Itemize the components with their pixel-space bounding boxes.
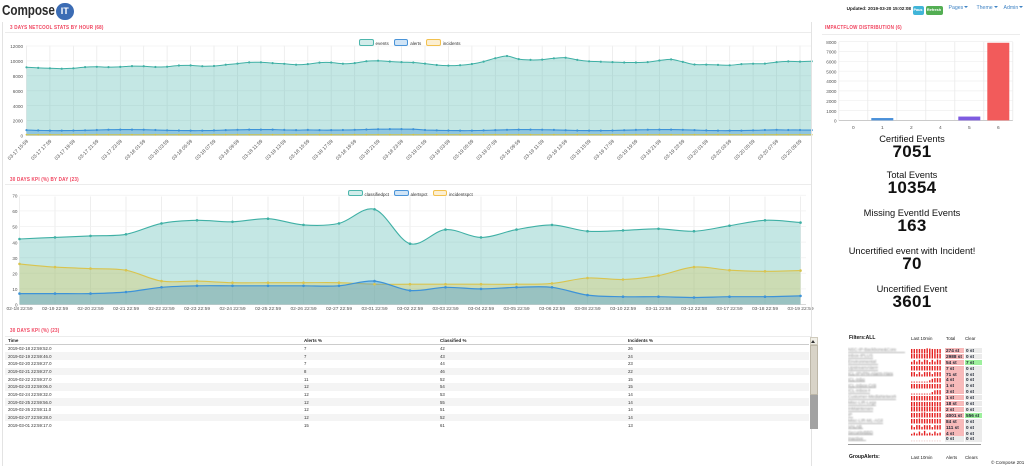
svg-text:03-17 15:59: 03-17 15:59: [7, 139, 30, 162]
svg-text:03-20 09:59: 03-20 09:59: [780, 139, 803, 162]
svg-text:03-19 21:59: 03-19 21:59: [640, 139, 663, 162]
svg-text:5: 5: [968, 125, 971, 131]
svg-text:6: 6: [997, 125, 1000, 131]
svg-text:4000: 4000: [826, 79, 837, 84]
svg-text:03-04 22:59: 03-04 22:59: [468, 306, 494, 312]
svg-text:1: 1: [881, 125, 884, 131]
svg-text:0: 0: [834, 119, 837, 124]
svg-text:03-17 17:59: 03-17 17:59: [30, 139, 53, 162]
svg-text:03-02 22:59: 03-02 22:59: [397, 306, 423, 312]
svg-text:03-18 22:59: 03-18 22:59: [752, 306, 778, 312]
svg-text:6000: 6000: [13, 89, 24, 94]
svg-text:02-18 22:59: 02-18 22:59: [6, 306, 32, 312]
svg-text:03-20 03:59: 03-20 03:59: [710, 139, 733, 162]
svg-text:03-05 22:59: 03-05 22:59: [503, 306, 529, 312]
svg-text:03-17 22:59: 03-17 22:59: [716, 306, 742, 312]
svg-text:02-23 22:59: 02-23 22:59: [184, 306, 210, 312]
svg-text:03-18 21:59: 03-18 21:59: [358, 139, 381, 162]
svg-text:4000: 4000: [13, 104, 24, 109]
svg-text:20: 20: [12, 272, 18, 277]
svg-text:03-19 09:59: 03-19 09:59: [499, 139, 522, 162]
svg-text:0: 0: [20, 134, 23, 139]
svg-text:03-20 01:59: 03-20 01:59: [687, 139, 710, 162]
svg-text:03-18 17:59: 03-18 17:59: [311, 139, 334, 162]
svg-text:10000: 10000: [10, 59, 23, 64]
svg-text:02-24 22:59: 02-24 22:59: [219, 306, 245, 312]
svg-text:03-17 23:59: 03-17 23:59: [101, 139, 124, 162]
svg-text:3000: 3000: [826, 89, 837, 94]
svg-text:03-18 07:59: 03-18 07:59: [194, 139, 217, 162]
svg-text:8000: 8000: [13, 74, 24, 79]
svg-text:03-20 05:59: 03-20 05:59: [733, 139, 756, 162]
svg-text:03-19 07:59: 03-19 07:59: [476, 139, 499, 162]
svg-text:03-19 03:59: 03-19 03:59: [429, 139, 452, 162]
svg-text:60: 60: [12, 209, 18, 214]
svg-text:03-18 09:59: 03-18 09:59: [218, 139, 241, 162]
svg-text:2: 2: [910, 125, 913, 131]
svg-text:03-18 23:59: 03-18 23:59: [382, 139, 405, 162]
svg-text:03-18 11:59: 03-18 11:59: [241, 139, 264, 162]
svg-text:03-20 07:59: 03-20 07:59: [757, 139, 780, 162]
svg-text:7000: 7000: [826, 50, 837, 55]
svg-text:5000: 5000: [826, 69, 837, 74]
svg-text:02-21 22:59: 02-21 22:59: [113, 306, 139, 312]
svg-text:12000: 12000: [10, 44, 23, 49]
svg-text:03-18 05:59: 03-18 05:59: [171, 139, 194, 162]
svg-text:4: 4: [939, 125, 942, 131]
svg-text:02-19 22:59: 02-19 22:59: [42, 306, 68, 312]
svg-text:03-19 22:59: 03-19 22:59: [787, 306, 813, 312]
svg-text:03-19 05:59: 03-19 05:59: [452, 139, 475, 162]
svg-text:10: 10: [12, 287, 18, 292]
svg-text:02-26 22:59: 02-26 22:59: [290, 306, 316, 312]
svg-text:03-03 22:59: 03-03 22:59: [432, 306, 458, 312]
svg-text:03-18 01:59: 03-18 01:59: [124, 139, 147, 162]
svg-text:50: 50: [12, 225, 18, 230]
svg-text:03-10 22:59: 03-10 22:59: [610, 306, 636, 312]
svg-text:03-06 22:59: 03-06 22:59: [539, 306, 565, 312]
svg-text:03-19 23:59: 03-19 23:59: [663, 139, 686, 162]
svg-text:03-08 22:59: 03-08 22:59: [574, 306, 600, 312]
svg-text:02-22 22:59: 02-22 22:59: [148, 306, 174, 312]
svg-text:30: 30: [12, 256, 18, 261]
svg-text:03-11 22:58: 03-11 22:58: [646, 306, 672, 312]
svg-text:2000: 2000: [826, 99, 837, 104]
svg-text:03-01 22:59: 03-01 22:59: [361, 306, 387, 312]
svg-text:02-20 22:59: 02-20 22:59: [77, 306, 103, 312]
svg-text:03-19 11:59: 03-19 11:59: [523, 139, 546, 162]
svg-text:03-19 01:59: 03-19 01:59: [405, 139, 428, 162]
svg-text:03-19 19:59: 03-19 19:59: [616, 139, 639, 162]
svg-text:0: 0: [15, 303, 18, 308]
svg-text:70: 70: [12, 194, 18, 199]
svg-text:40: 40: [12, 240, 18, 245]
svg-text:03-18 13:59: 03-18 13:59: [265, 139, 288, 162]
svg-text:03-17 21:59: 03-17 21:59: [77, 139, 100, 162]
svg-text:02-27 22:59: 02-27 22:59: [326, 306, 352, 312]
svg-text:0: 0: [852, 125, 855, 131]
svg-text:03-18 15:59: 03-18 15:59: [288, 139, 311, 162]
svg-text:03-19 17:59: 03-19 17:59: [593, 139, 616, 162]
svg-text:03-19 15:59: 03-19 15:59: [569, 139, 592, 162]
svg-text:03-12 22:58: 03-12 22:58: [681, 306, 707, 312]
svg-text:8000: 8000: [826, 40, 837, 45]
svg-text:02-25 22:59: 02-25 22:59: [255, 306, 281, 312]
svg-text:03-19 13:59: 03-19 13:59: [546, 139, 569, 162]
svg-text:6000: 6000: [826, 60, 837, 65]
svg-text:03-17 19:59: 03-17 19:59: [54, 139, 77, 162]
svg-text:1000: 1000: [826, 109, 837, 114]
svg-text:03-18 19:59: 03-18 19:59: [335, 139, 358, 162]
svg-text:03-18 03:59: 03-18 03:59: [147, 139, 170, 162]
svg-text:2000: 2000: [13, 119, 24, 124]
